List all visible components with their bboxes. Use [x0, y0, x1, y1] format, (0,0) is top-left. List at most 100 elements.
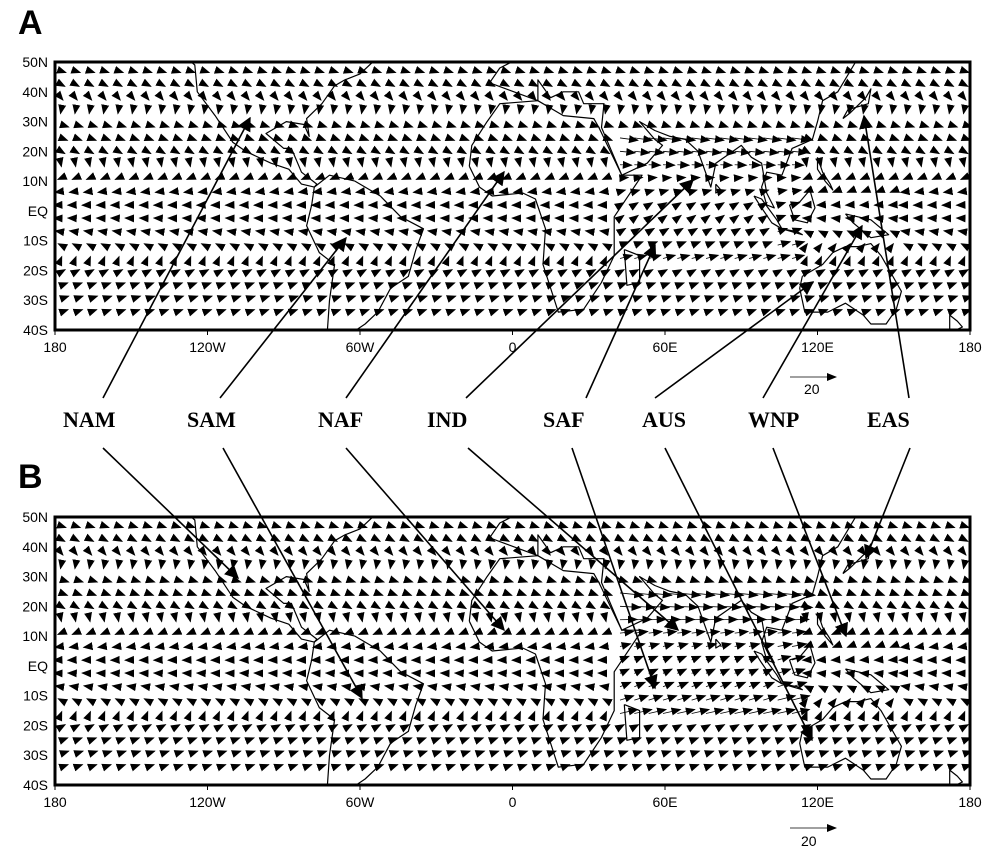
panel-b-wind-vector	[169, 533, 181, 542]
panel-a-wind-vector	[111, 187, 122, 196]
panel-a-wind-vector	[199, 65, 211, 74]
panel-a-wind-vector	[201, 133, 212, 141]
panel-a-wind-vector	[689, 295, 701, 303]
panel-a-wind-vector	[144, 104, 153, 115]
panel-a-wind-vector	[902, 172, 914, 180]
panel-b-wind-vector	[245, 575, 257, 584]
panel-b-wind-vector	[97, 545, 107, 556]
panel-a-wind-vector	[55, 145, 66, 155]
panel-a-wind-vector	[112, 269, 124, 278]
panel-a-wind-vector	[183, 228, 194, 237]
panel-a-wind-vector	[499, 255, 507, 267]
panel-a-wind-vector	[154, 187, 165, 196]
panel-a-wind-vector	[786, 78, 797, 87]
panel-b-wind-vector	[584, 683, 596, 692]
panel-b-wind-vector	[700, 533, 711, 542]
panel-a-wind-vector	[599, 78, 611, 87]
panel-b-wind-vector	[412, 683, 424, 692]
panel-a-wind-vector	[312, 255, 321, 267]
panel-b-wind-vector	[111, 683, 123, 692]
panel-b-wind-vector	[886, 710, 894, 722]
panel-a-wind-vector	[241, 255, 249, 267]
panel-a-wind-vector	[545, 133, 556, 141]
panel-b-wind-vector	[885, 545, 895, 556]
panel-a-wind-vector	[241, 78, 253, 87]
panel-b-wind-vector	[516, 737, 528, 745]
panel-b-wind-vector	[301, 763, 313, 772]
panel-a-wind-vector	[155, 78, 167, 87]
panel-a-wind-vector	[326, 90, 336, 101]
panel-a-wind-vector	[327, 145, 339, 155]
panel-b-wind-vector	[742, 545, 752, 556]
panel-b-wind-vector	[255, 710, 263, 722]
panel-b-wind-vector	[705, 602, 728, 611]
panel-b-wind-vector	[760, 763, 772, 772]
panel-a-wind-vector	[155, 255, 163, 267]
panel-b-coastline	[788, 644, 816, 679]
panel-a-wind-vector	[945, 172, 957, 180]
panel-a-wind-vector	[556, 255, 564, 267]
panel-a-wind-vector	[340, 187, 352, 196]
panel-b-wind-vector	[942, 545, 953, 556]
panel-a-wind-vector	[742, 90, 752, 101]
panel-a-wind-vector	[115, 282, 127, 290]
panel-b-wind-vector	[546, 750, 558, 758]
panel-a-wind-vector	[733, 241, 745, 249]
panel-a-wind-vector	[514, 65, 526, 74]
pointer-nam-a	[102, 116, 251, 399]
panel-b-wind-vector	[619, 628, 635, 637]
panel-a-wind-vector	[928, 228, 940, 237]
panel-a-wind-vector	[743, 269, 755, 278]
panel-b-wind-vector	[101, 763, 113, 772]
panel-a-wind-vector	[416, 282, 428, 290]
panel-b-wind-vector	[55, 724, 67, 733]
panel-a-wind-vector	[730, 188, 741, 197]
panel-a-lat-tick-label: 40N	[22, 84, 48, 100]
panel-a-wind-vector	[412, 187, 423, 196]
panel-b-wind-vector	[745, 737, 757, 745]
panel-b-wind-vector	[229, 698, 241, 707]
panel-b-wind-vector	[557, 520, 569, 529]
panel-b-wind-vector	[734, 694, 750, 703]
panel-a-wind-vector	[287, 308, 299, 317]
panel-b-wind-vector	[777, 641, 794, 650]
panel-b-wind-vector	[372, 627, 384, 635]
panel-b-wind-vector	[112, 600, 124, 610]
panel-b-wind-vector	[599, 710, 607, 722]
panel-b-wind-vector	[487, 698, 499, 707]
panel-b-wind-vector	[945, 627, 957, 635]
panel-b-wind-vector	[705, 655, 716, 664]
panel-b-wind-vector	[488, 750, 500, 758]
panel-a-wind-vector	[227, 269, 239, 278]
panel-b-wind-vector	[560, 575, 572, 584]
panel-b-coastline	[845, 668, 890, 694]
panel-b-wind-vector	[345, 750, 357, 758]
panel-b-wind-vector	[829, 533, 840, 542]
panel-a-wind-vector	[546, 295, 558, 303]
panel-b-wind-vector	[731, 737, 743, 745]
panel-a-wind-vector	[370, 145, 382, 155]
panel-b-wind-vector	[760, 737, 772, 745]
panel-a-wind-vector	[618, 120, 629, 129]
panel-b-wind-vector	[183, 545, 193, 556]
panel-b-wind-vector	[705, 707, 725, 716]
panel-b-wind-vector	[116, 575, 128, 584]
panel-a-wind-vector	[69, 145, 81, 155]
panel-b-wind-vector	[602, 737, 614, 745]
panel-a-wind-vector	[915, 269, 927, 278]
panel-b-wind-vector	[301, 737, 313, 745]
panel-a-wind-vector	[229, 243, 241, 252]
panel-b-wind-vector	[202, 575, 214, 584]
panel-b-wind-vector	[114, 698, 126, 707]
panel-a-wind-vector	[662, 174, 673, 183]
panel-b-wind-vector	[56, 520, 67, 529]
panel-a-wind-vector	[443, 172, 455, 180]
panel-b-wind-vector	[72, 588, 83, 596]
panel-a-wind-vector	[628, 269, 640, 278]
panel-a-wind-vector	[772, 65, 784, 74]
panel-a-wind-vector	[341, 255, 349, 267]
panel-a-wind-vector	[646, 120, 658, 129]
panel-a-wind-vector	[559, 282, 571, 290]
panel-b-wind-vector	[98, 600, 109, 610]
panel-b-wind-vector	[341, 533, 353, 542]
